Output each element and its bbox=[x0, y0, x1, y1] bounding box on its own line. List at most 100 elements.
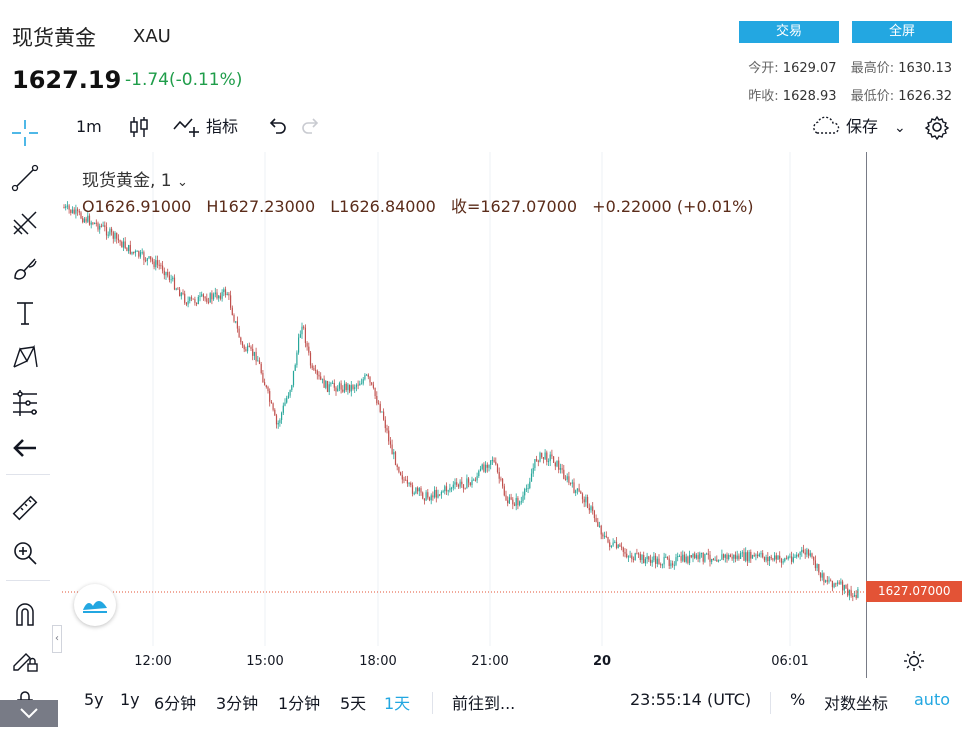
candle-body bbox=[522, 495, 524, 502]
candle-body bbox=[316, 370, 318, 375]
candle-body bbox=[367, 374, 369, 377]
tradingview-logo-icon[interactable] bbox=[74, 584, 116, 626]
sun-settings-icon[interactable] bbox=[903, 650, 925, 676]
range-3m[interactable]: 3分钟 bbox=[216, 694, 259, 713]
candle-body bbox=[668, 558, 670, 566]
open-value: 1629.07 bbox=[782, 61, 837, 76]
collapse-toolbar-button[interactable] bbox=[0, 700, 58, 727]
indicators-label[interactable]: 指标 bbox=[206, 117, 239, 136]
candle-body bbox=[507, 500, 509, 504]
candle-body bbox=[672, 563, 674, 565]
interval-button[interactable]: 1m bbox=[76, 117, 102, 136]
candle-body bbox=[600, 525, 602, 535]
candle-body bbox=[821, 573, 823, 578]
candle-body bbox=[646, 556, 648, 560]
candle-body bbox=[587, 496, 589, 509]
candle-style-icon[interactable] bbox=[128, 115, 150, 145]
candle-body bbox=[804, 552, 806, 555]
cloud-icon[interactable] bbox=[809, 115, 841, 145]
magnet-icon[interactable] bbox=[8, 597, 42, 631]
undo-icon[interactable] bbox=[266, 115, 288, 145]
measure-position-icon[interactable] bbox=[8, 386, 42, 420]
candle-body bbox=[139, 252, 142, 257]
candle-body bbox=[325, 380, 327, 388]
chevron-down-icon[interactable]: ⌄ bbox=[177, 175, 188, 190]
save-label[interactable]: 保存 bbox=[846, 117, 879, 136]
candle-body bbox=[537, 460, 539, 462]
candle-body bbox=[670, 563, 672, 566]
candlestick-chart[interactable] bbox=[62, 152, 866, 646]
indicators-icon[interactable] bbox=[172, 115, 202, 145]
candle-body bbox=[527, 488, 529, 490]
candle-body bbox=[94, 222, 96, 224]
chevron-down-icon[interactable]: ⌄ bbox=[894, 120, 906, 136]
range-5d[interactable]: 5天 bbox=[340, 694, 367, 713]
candle-body bbox=[129, 244, 131, 254]
percent-toggle[interactable]: % bbox=[790, 690, 806, 709]
candle-body bbox=[629, 555, 631, 557]
candle-body bbox=[503, 486, 505, 496]
candle-body bbox=[768, 556, 771, 562]
zoom-in-icon[interactable] bbox=[8, 536, 42, 570]
price-scale[interactable] bbox=[866, 152, 964, 646]
candle-body bbox=[343, 383, 346, 392]
candle-body bbox=[802, 549, 805, 553]
candle-body bbox=[823, 573, 825, 583]
hide-toolbar-handle-icon[interactable]: ‹ bbox=[52, 625, 62, 653]
range-1y[interactable]: 1y bbox=[120, 690, 140, 709]
candle-body bbox=[204, 297, 206, 299]
candle-body bbox=[410, 483, 412, 486]
range-6m[interactable]: 6分钟 bbox=[154, 694, 197, 713]
candle-body bbox=[75, 209, 77, 214]
candle-body bbox=[255, 351, 257, 362]
range-1m[interactable]: 1分钟 bbox=[278, 694, 321, 713]
time-axis[interactable]: 12:00 15:00 18:00 21:00 20 06:01 bbox=[62, 646, 866, 678]
lock-drawing-icon[interactable] bbox=[8, 642, 42, 676]
candle-body bbox=[235, 321, 237, 323]
candle-body bbox=[168, 275, 170, 280]
auto-scale-toggle[interactable]: auto bbox=[914, 690, 951, 709]
range-1d[interactable]: 1天 bbox=[384, 694, 411, 713]
price-chart[interactable] bbox=[62, 152, 866, 646]
ruler-icon[interactable] bbox=[8, 491, 42, 525]
range-5y[interactable]: 5y bbox=[84, 690, 104, 709]
log-scale-toggle[interactable]: 对数坐标 bbox=[824, 694, 889, 713]
candle-body bbox=[799, 552, 801, 556]
candle-body bbox=[559, 468, 561, 470]
text-tool-icon[interactable] bbox=[8, 296, 42, 330]
candle-body bbox=[486, 464, 488, 468]
candle-body bbox=[359, 383, 361, 386]
candle-body bbox=[199, 295, 201, 297]
candle-body bbox=[369, 376, 371, 383]
candle-body bbox=[437, 494, 439, 498]
brush-icon[interactable] bbox=[8, 251, 42, 285]
candle-body bbox=[581, 493, 584, 500]
candle-body bbox=[388, 430, 390, 442]
candle-body bbox=[571, 482, 573, 484]
fullscreen-button[interactable]: 全屏 bbox=[852, 21, 952, 43]
candle-body bbox=[653, 555, 655, 561]
trend-line-icon[interactable] bbox=[8, 161, 42, 195]
candle-body bbox=[376, 396, 378, 404]
candle-body bbox=[566, 476, 568, 480]
prev-close-value: 1628.93 bbox=[782, 89, 837, 104]
candle-body bbox=[170, 279, 172, 281]
candle-body bbox=[252, 348, 254, 356]
candle-body bbox=[151, 259, 153, 262]
crosshair-icon[interactable] bbox=[8, 116, 42, 150]
candle-body bbox=[639, 554, 641, 561]
arrow-left-icon[interactable] bbox=[8, 431, 42, 465]
pattern-icon[interactable] bbox=[8, 341, 42, 375]
candle-body bbox=[257, 360, 259, 362]
redo-icon[interactable] bbox=[300, 115, 322, 145]
fib-tool-icon[interactable] bbox=[8, 206, 42, 240]
candle-body bbox=[238, 328, 240, 338]
settings-gear-icon[interactable] bbox=[924, 114, 950, 144]
trade-button[interactable]: 交易 bbox=[739, 21, 839, 43]
goto-date-button[interactable]: 前往到... bbox=[452, 694, 516, 713]
legend-title-text: 现货黄金, 1 bbox=[82, 171, 172, 191]
candle-body bbox=[461, 481, 463, 485]
utc-clock[interactable]: 23:55:14 (UTC) bbox=[630, 690, 752, 709]
toolbar-divider bbox=[6, 474, 50, 475]
candle-body bbox=[299, 334, 301, 338]
